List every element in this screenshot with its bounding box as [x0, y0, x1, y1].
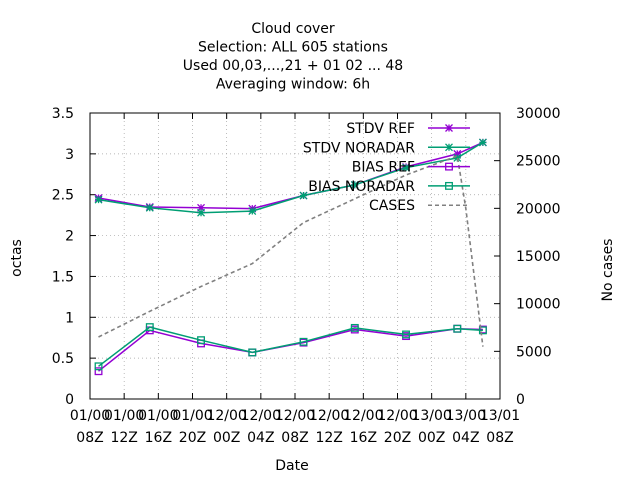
x-tick-label-line1: 12/00 — [275, 408, 315, 424]
x-tick-label-line1: 13/01 — [480, 408, 520, 424]
series-line — [98, 327, 483, 372]
series-bias-noradar — [94, 323, 487, 371]
data-point — [299, 191, 308, 200]
x-axis-label: Date — [275, 458, 308, 474]
data-point — [94, 362, 103, 371]
grid — [90, 113, 500, 399]
legend-label: BIAS REF — [352, 160, 415, 176]
data-point — [248, 348, 257, 357]
y-tick-label: 1 — [65, 310, 74, 326]
x-tick-label-line2: 08Z — [281, 430, 308, 446]
y-tick-label: 0.5 — [52, 351, 74, 367]
x-tick-label-line2: 00Z — [213, 430, 240, 446]
y-axis-label: octas — [9, 239, 25, 277]
x-tick-label-line1: 13/00 — [446, 408, 486, 424]
y-axis-right: 0 5000 10000 15000 20000 25000 30000 — [494, 106, 561, 408]
y-tick-label: 3 — [65, 147, 74, 163]
y-tick-label: 1.5 — [52, 269, 74, 285]
x-tick-label-line2: 00Z — [418, 430, 445, 446]
series-cases — [98, 154, 484, 347]
data-point — [350, 180, 359, 189]
title-line: Selection: ALL 605 stations — [198, 40, 388, 56]
data-point — [299, 337, 308, 346]
data-point — [478, 326, 487, 335]
legend-marker — [445, 124, 453, 132]
series-stdv-ref — [94, 138, 487, 213]
y-tick-label: 0 — [65, 392, 74, 408]
x-tick-label-line2: 08Z — [76, 430, 103, 446]
data-point — [197, 208, 206, 217]
data-point — [248, 207, 257, 216]
data-point — [453, 324, 462, 333]
x-tick-label-line1: 01/00 — [104, 408, 144, 424]
data-point — [94, 367, 103, 376]
y2-tick-label: 25000 — [516, 154, 561, 170]
x-axis: 01/0008Z01/0012Z01/0016Z01/0020Z12/0000Z… — [70, 113, 520, 446]
legend: STDV REF STDV NORADAR BIAS REF BIAS NORADAR… — [303, 121, 470, 214]
data-point — [197, 336, 205, 345]
legend-marker — [445, 143, 453, 152]
x-tick-label-line2: 16Z — [350, 430, 377, 446]
x-tick-label-line1: 12/00 — [343, 408, 383, 424]
data-point — [453, 153, 462, 162]
title-line: Cloud cover — [251, 21, 335, 37]
x-tick-label-line2: 16Z — [145, 430, 172, 446]
x-tick-label-line1: 12/00 — [309, 408, 349, 424]
x-tick-label-line1: 12/00 — [206, 408, 246, 424]
y-tick-label: 3.5 — [52, 106, 74, 122]
series-stdv-noradar — [94, 138, 487, 217]
x-tick-label-line2: 20Z — [179, 430, 206, 446]
data-point — [145, 203, 154, 212]
chart-title: Cloud cover Selection: ALL 605 stations Us… — [183, 21, 403, 93]
x-tick-label-line2: 12Z — [315, 430, 342, 446]
series-line — [98, 326, 483, 367]
x-tick-label-line1: 13/00 — [411, 408, 451, 424]
series-bias-ref — [94, 324, 487, 376]
data-point — [94, 195, 103, 204]
x-tick-label-line2: 08Z — [486, 430, 513, 446]
series-lines — [94, 138, 487, 376]
series-line — [98, 141, 484, 214]
x-tick-label-line2: 12Z — [110, 430, 137, 446]
y2-tick-label: 10000 — [516, 297, 561, 313]
data-point — [402, 163, 411, 172]
y2-axis-label: No cases — [600, 239, 616, 302]
data-point — [350, 323, 359, 332]
x-tick-label-line1: 01/00 — [70, 408, 110, 424]
x-tick-label-line2: 04Z — [247, 430, 274, 446]
legend-label: STDV REF — [346, 121, 415, 137]
x-tick-label-line1: 12/00 — [241, 408, 281, 424]
data-point — [402, 330, 410, 339]
x-tick-label-line2: 04Z — [452, 430, 479, 446]
legend-marker — [445, 162, 453, 171]
y2-tick-label: 30000 — [516, 106, 561, 122]
x-tick-label-line1: 12/00 — [377, 408, 417, 424]
x-tick-label-line1: 01/00 — [138, 408, 178, 424]
title-line: Used 00,03,...,21 + 01 02 ... 48 — [183, 58, 403, 74]
data-point — [145, 323, 154, 332]
plot-frame — [89, 112, 501, 400]
legend-marker — [445, 181, 453, 190]
data-point — [478, 138, 487, 147]
y2-tick-label: 5000 — [516, 344, 552, 360]
x-tick-label-line2: 20Z — [384, 430, 411, 446]
data-point — [453, 149, 462, 158]
y2-tick-label: 0 — [516, 392, 525, 408]
series-line — [98, 154, 484, 347]
y-tick-label: 2 — [65, 229, 74, 245]
y2-tick-label: 20000 — [516, 201, 561, 217]
y-axis-left: 0 0.5 1 1.5 2 2.5 3 3.5 — [52, 106, 96, 408]
data-point — [197, 203, 206, 212]
legend-label: STDV NORADAR — [303, 140, 415, 156]
legend-label: BIAS NORADAR — [308, 179, 415, 195]
x-tick-label-line1: 01/00 — [172, 408, 212, 424]
y-tick-label: 2.5 — [52, 188, 74, 204]
y2-tick-label: 15000 — [516, 249, 561, 265]
legend-label: CASES — [369, 198, 415, 214]
title-line: Averaging window: 6h — [216, 77, 370, 93]
